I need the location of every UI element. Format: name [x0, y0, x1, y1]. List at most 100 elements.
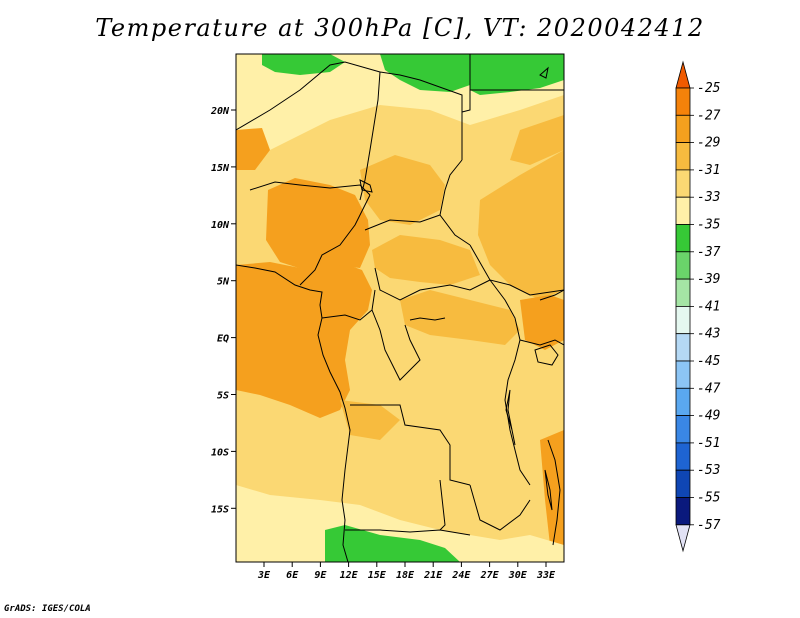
colorbar-segment: [675, 251, 691, 280]
colorbar-bottom-arrow: [675, 524, 691, 553]
border-niger-chad: [359, 71, 381, 201]
field-warm-west: [236, 260, 372, 418]
colorbar-segment: [675, 442, 691, 471]
border-cameroon-congo: [321, 289, 376, 321]
lake-chad: [359, 179, 373, 193]
colorbar-label: -57: [697, 518, 721, 533]
lat-tick-label: 10N: [211, 220, 230, 231]
longitude-axis: 3E 6E 9E 12E 15E 18E 21E 24E 27E 30E 33E: [257, 562, 556, 581]
lon-tick-label: 3E: [257, 570, 271, 581]
colorbar-top-arrow: [675, 60, 691, 89]
field-warm-congo: [400, 290, 520, 345]
lat-tick-label: 10S: [211, 447, 229, 458]
border-libya-egypt: [461, 54, 471, 113]
lat-tick-label: EQ: [217, 334, 229, 345]
colorbar-segment: [675, 224, 691, 253]
river-congo: [409, 317, 446, 321]
field-warm-car: [372, 235, 480, 285]
field-warm-chad: [360, 155, 445, 225]
colorbar-segment: [675, 278, 691, 307]
lat-tick-label: 15S: [211, 504, 229, 515]
chart-title: Temperature at 300hPa [C], VT: 202004241…: [95, 14, 705, 42]
border-ss-drc: [489, 279, 521, 341]
colorbar-label: -47: [697, 381, 721, 396]
colorbar-segment: [675, 497, 691, 526]
colorbar-label: -37: [697, 245, 721, 260]
colorbar-label: -55: [697, 491, 721, 506]
country-borders: [236, 54, 564, 562]
colorbar-label: -49: [697, 409, 720, 424]
border-uganda: [519, 339, 564, 346]
border-niger-libya: [379, 71, 463, 160]
lat-tick-label: 15N: [211, 163, 230, 174]
border-congo-drc: [371, 309, 421, 381]
border-angola-zambia: [439, 479, 446, 531]
border-kenya-ethiopia: [539, 289, 564, 301]
lon-tick-label: 18E: [396, 570, 415, 581]
lon-tick-label: 33E: [536, 570, 556, 581]
colorbar-segment: [675, 305, 691, 335]
credit-label: GrADS: IGES/COLA: [4, 604, 91, 614]
lon-tick-label: 9E: [314, 570, 327, 581]
colorbar-label: -25: [697, 81, 721, 96]
colorbar-segment: [675, 196, 691, 225]
temperature-field: [236, 54, 564, 562]
colorbar-segment: [675, 142, 691, 171]
colorbar-segment: [675, 360, 691, 389]
lon-tick-label: 6E: [286, 570, 299, 581]
border-chad-car: [364, 214, 441, 231]
border-nigeria-cameroon: [299, 194, 371, 286]
border-algeria-niger: [236, 61, 381, 131]
lat-tick-label: 5S: [217, 391, 229, 402]
field-warm-southeast: [540, 430, 564, 560]
lake-northeast: [539, 66, 549, 79]
latitude-axis: 20N 15N 10N 5N EQ 5S 10S 15S: [210, 106, 236, 515]
lat-tick-label: 20N: [210, 106, 230, 117]
lon-tick-label: 21E: [423, 570, 443, 581]
border-zambia-south: [469, 484, 531, 531]
border-angola-namibia: [345, 529, 471, 536]
border-drc-angola: [350, 404, 471, 486]
field-warm-sudan: [478, 150, 564, 300]
colorbar-segment: [675, 114, 691, 144]
colorbar-label: -27: [697, 108, 721, 123]
field-warm-west-strip: [236, 128, 270, 170]
border-chad-sudan: [439, 159, 471, 246]
lon-tick-label: 30E: [508, 570, 528, 581]
colorbar-label: -35: [697, 218, 721, 233]
lake-tanganyika: [505, 389, 516, 446]
colorbar-segment: [675, 387, 691, 416]
colorbar-label: -31: [697, 163, 720, 178]
field-cool-south: [236, 485, 564, 562]
lon-tick-label: 27E: [480, 570, 500, 581]
colorbar-label: -29: [697, 136, 720, 151]
lake-victoria: [534, 344, 559, 366]
border-sudan-southsudan: [469, 244, 564, 296]
field-warm-nigeria: [266, 178, 370, 270]
colorbar-label: -41: [697, 299, 720, 314]
lon-tick-label: 24E: [451, 570, 471, 581]
lon-tick-label: 12E: [340, 570, 359, 581]
border-car-south: [374, 267, 491, 301]
colorbar-segment: [675, 333, 691, 362]
field-green-north-center: [380, 54, 470, 92]
colorbar-label: -39: [697, 272, 720, 287]
colorbar-segment: [675, 415, 691, 444]
field-green-northeast: [470, 54, 564, 95]
field-warm-east: [520, 295, 564, 350]
field-green-south: [325, 525, 460, 562]
colorbar: -25 -27 -29 -31 -33 -35 -37 -39 -41 -43 -45 -47 -49 -…: [675, 60, 721, 553]
colorbar-label: -45: [697, 354, 721, 369]
lat-tick-label: 5N: [217, 277, 230, 288]
colorbar-label: -33: [697, 190, 720, 205]
colorbar-label: -51: [697, 436, 720, 451]
border-east-coast: [547, 439, 561, 546]
coastline-west: [236, 264, 351, 562]
colorbar-segment: [675, 169, 691, 198]
field-warm-angola-west: [340, 400, 400, 440]
map-frame: [235, 53, 565, 563]
colorbar-segment: [675, 87, 691, 116]
field-warm-northeast: [510, 115, 564, 165]
colorbar-label: -53: [697, 463, 720, 478]
